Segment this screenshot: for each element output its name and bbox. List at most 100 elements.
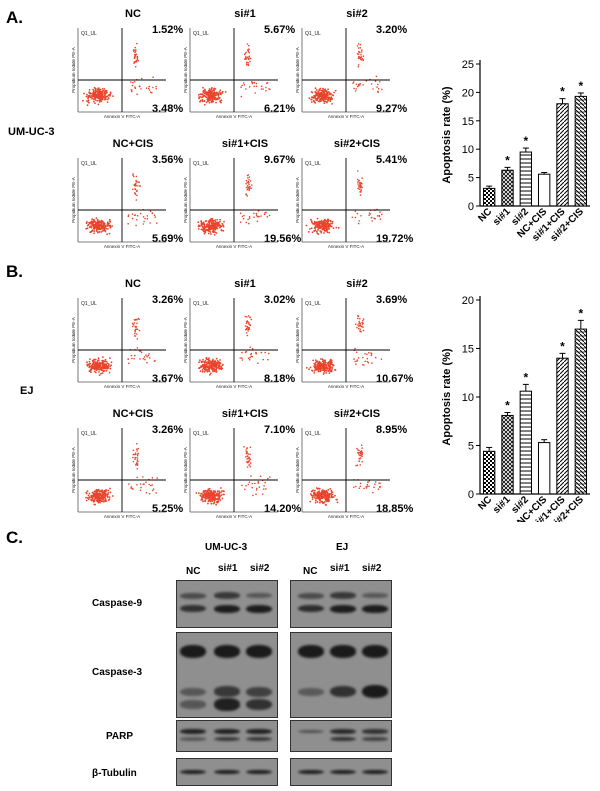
caspase3-blot-umuc3 <box>176 632 278 718</box>
bar <box>556 103 569 207</box>
blot-band <box>362 593 388 599</box>
blot-band <box>246 593 272 599</box>
flow-plot-title: si#1+CIS <box>221 408 269 420</box>
blot-band <box>246 769 272 775</box>
blot-band <box>180 728 206 734</box>
y-tick-label: 15 <box>462 116 474 128</box>
flow-dots <box>305 314 383 375</box>
flow-dots <box>309 444 381 506</box>
blot-band <box>246 728 272 734</box>
flow-x-axis-title: Annexin V FITC-A <box>104 244 140 248</box>
flow-x-axis-title: Annexin V FITC-A <box>328 114 364 118</box>
blot-band <box>298 644 324 659</box>
flow-plot: Q1_UL Annexin V FITC-A Propidium Iodide PE… <box>72 428 166 518</box>
blot-band <box>180 687 206 696</box>
blot-band <box>362 736 388 742</box>
blot-band <box>246 644 272 659</box>
protein-caspase9-label: Caspase-9 <box>92 598 143 609</box>
flow-x-axis-title: Annexin V FITC-A <box>216 244 252 248</box>
y-tick-label: 20 <box>462 295 474 307</box>
flow-plot: Q1_UL Annexin V FITC-A Propidium Iodide PE… <box>296 28 390 118</box>
caspase9-blot-ej <box>290 580 392 628</box>
flow-plot-title: si#2 <box>346 8 368 20</box>
quadrant-label: Q1_UL <box>305 431 321 437</box>
flow-plot: Q1_UL Annexin V FITC-A Propidium Iodide PE… <box>72 28 166 118</box>
quadrant-label: Q1_UL <box>305 301 321 307</box>
blot-band <box>214 686 240 698</box>
flow-dots <box>308 43 383 105</box>
flow-x-axis-title: Annexin V FITC-A <box>328 244 364 248</box>
quadrant-label: Q1_UL <box>305 31 321 37</box>
y-tick-label: 15 <box>462 344 474 356</box>
significance-marker: * <box>578 79 583 93</box>
blot-band <box>180 605 206 613</box>
flow-y-axis-title: Propidium Iodide PE-A <box>184 177 188 223</box>
tubulin-blot-ej <box>290 758 392 786</box>
bar <box>537 442 551 495</box>
bar <box>574 328 588 495</box>
quadrant-label: Q1_UL <box>81 161 97 167</box>
bar <box>519 390 533 495</box>
blot-band <box>298 687 324 696</box>
y-tick-label: 0 <box>468 489 474 501</box>
flow-y-axis-title: Propidium Iodide PE-A <box>72 47 76 93</box>
lane-si2-umuc3: si#2 <box>250 563 270 574</box>
bar <box>537 173 551 207</box>
quadrant-label: Q1_UL <box>193 431 209 437</box>
flow-plot-title: NC+CIS <box>112 408 154 420</box>
bar <box>482 450 496 495</box>
panel-c-letter: C. <box>6 528 23 547</box>
significance-marker: * <box>505 399 510 413</box>
y-tick-label: 0 <box>468 201 474 213</box>
flow-y-axis-title: Propidium Iodide PE-A <box>72 317 76 363</box>
flow-dots <box>197 43 271 106</box>
flow-plot: Q1_UL Annexin V FITC-A Propidium Iodide PE… <box>296 428 390 518</box>
flow-plot-title: si#2+CIS <box>333 408 381 420</box>
blot-band <box>246 604 272 613</box>
flow-x-axis-title: Annexin V FITC-A <box>328 514 364 518</box>
flow-plot-title: si#2 <box>346 278 368 290</box>
caspase9-blot-umuc3 <box>176 580 278 628</box>
flow-y-axis-title: Propidium Iodide PE-A <box>184 447 188 493</box>
flow-plot-title: si#1 <box>234 8 256 20</box>
blot-band <box>214 698 240 711</box>
flow-plot-title: NC <box>125 278 141 290</box>
parp-blot-umuc3 <box>176 720 278 752</box>
blot-group-ej: EJ <box>336 542 349 553</box>
blot-band <box>298 769 324 775</box>
protein-caspase3-label: Caspase-3 <box>92 667 143 678</box>
flow-x-axis-title: Annexin V FITC-A <box>216 514 252 518</box>
upper-right-percent: 3.26% <box>152 424 184 436</box>
blot-band <box>214 592 240 600</box>
upper-right-percent: 3.69% <box>376 294 408 306</box>
lane-nc-umuc3: NC <box>186 566 201 577</box>
lane-si2-ej: si#2 <box>362 563 382 574</box>
flow-plot-title: NC+CIS <box>112 138 154 150</box>
flow-plot: Q1_UL Annexin V FITC-A Propidium Iodide PE… <box>184 28 278 118</box>
tubulin-blot-umuc3 <box>176 758 278 786</box>
category-label: si#1 <box>491 494 513 516</box>
blot-band <box>298 592 324 599</box>
category-label: si#1 <box>491 206 513 228</box>
blot-band <box>330 769 356 775</box>
lane-si1-umuc3: si#1 <box>218 563 238 574</box>
blot-band <box>214 736 240 742</box>
flow-dots <box>82 42 157 107</box>
flow-dots <box>197 174 271 236</box>
flow-y-axis-title: Propidium Iodide PE-A <box>296 317 300 363</box>
flow-x-axis-title: Annexin V FITC-A <box>216 114 252 118</box>
flow-x-axis-title: Annexin V FITC-A <box>104 514 140 518</box>
flow-plot-title: si#1 <box>234 278 256 290</box>
upper-right-percent: 3.20% <box>376 24 408 36</box>
bar <box>556 357 569 495</box>
protein-tubulin-label: β-Tubulin <box>92 768 137 779</box>
blot-band <box>362 729 388 734</box>
quadrant-label: Q1_UL <box>193 161 209 167</box>
flow-y-axis-title: Propidium Iodide PE-A <box>296 177 300 223</box>
flow-plot-title: NC <box>125 8 141 20</box>
blot-band <box>362 685 388 699</box>
bar <box>519 151 533 207</box>
flow-plot-title: si#1+CIS <box>221 138 269 150</box>
